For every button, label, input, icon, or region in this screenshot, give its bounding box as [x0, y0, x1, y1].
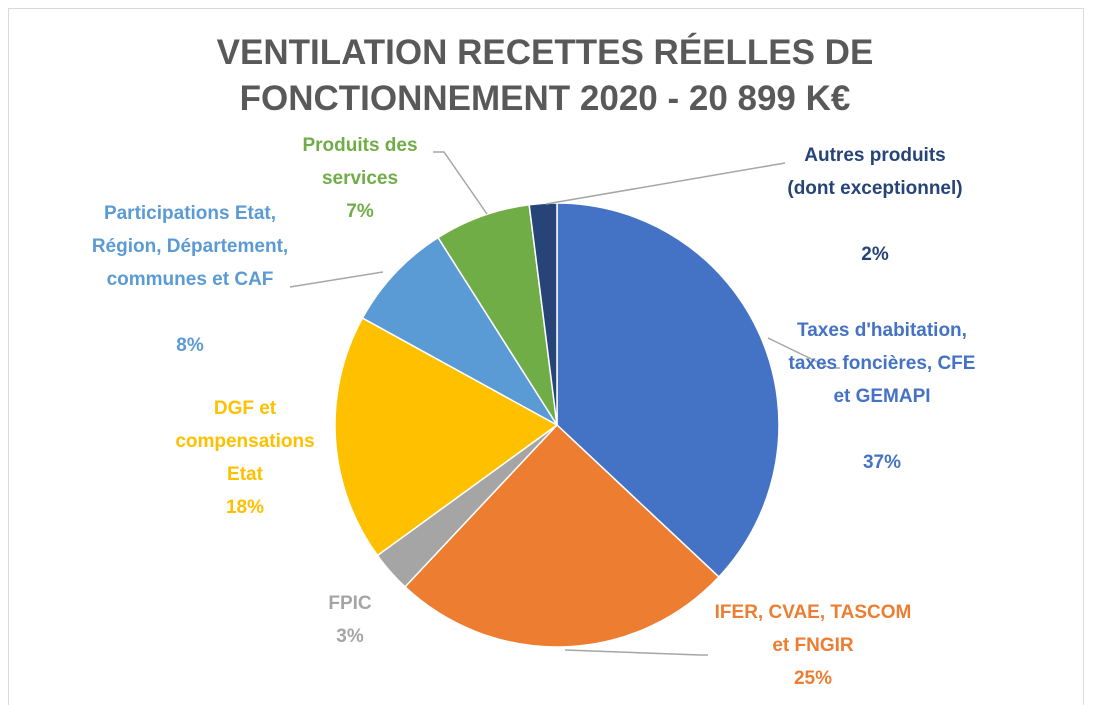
slice-label: Autres produits (dont exceptionnel)	[787, 145, 963, 199]
slice-label: IFER, CVAE, TASCOM et FNGIR	[714, 602, 912, 656]
leader-line	[289, 271, 384, 288]
pie-slice	[528, 202, 558, 426]
slice-label: DGF et compensations Etat	[175, 398, 315, 485]
pie-slice	[361, 236, 558, 426]
pie-slice	[334, 317, 559, 557]
slice-value-label: 18%	[225, 497, 265, 518]
slice-label: Participations Etat, Région, Département…	[91, 203, 289, 290]
pie-slice	[403, 423, 720, 648]
chart-frame	[8, 8, 1084, 705]
leader-line	[545, 162, 786, 205]
slice-value-label: 7%	[346, 201, 374, 222]
slice-label: Produits des services	[302, 135, 418, 189]
leader-line	[433, 151, 488, 215]
slice-value-label: 25%	[793, 668, 833, 689]
slice-label: Taxes d'habitation, taxes foncières, CFE…	[788, 320, 976, 407]
leader-line	[564, 649, 708, 656]
slice-label: FPIC	[328, 593, 372, 614]
slice-value-label: 37%	[862, 452, 902, 473]
slice-value-label: 3%	[336, 626, 364, 647]
pie-slice	[556, 202, 780, 579]
leader-line	[767, 337, 840, 369]
chart-title: VENTILATION RECETTES RÉELLES DE FONCTION…	[216, 33, 874, 118]
slice-value-label: 8%	[176, 335, 204, 356]
slice-value-label: 2%	[861, 244, 889, 265]
